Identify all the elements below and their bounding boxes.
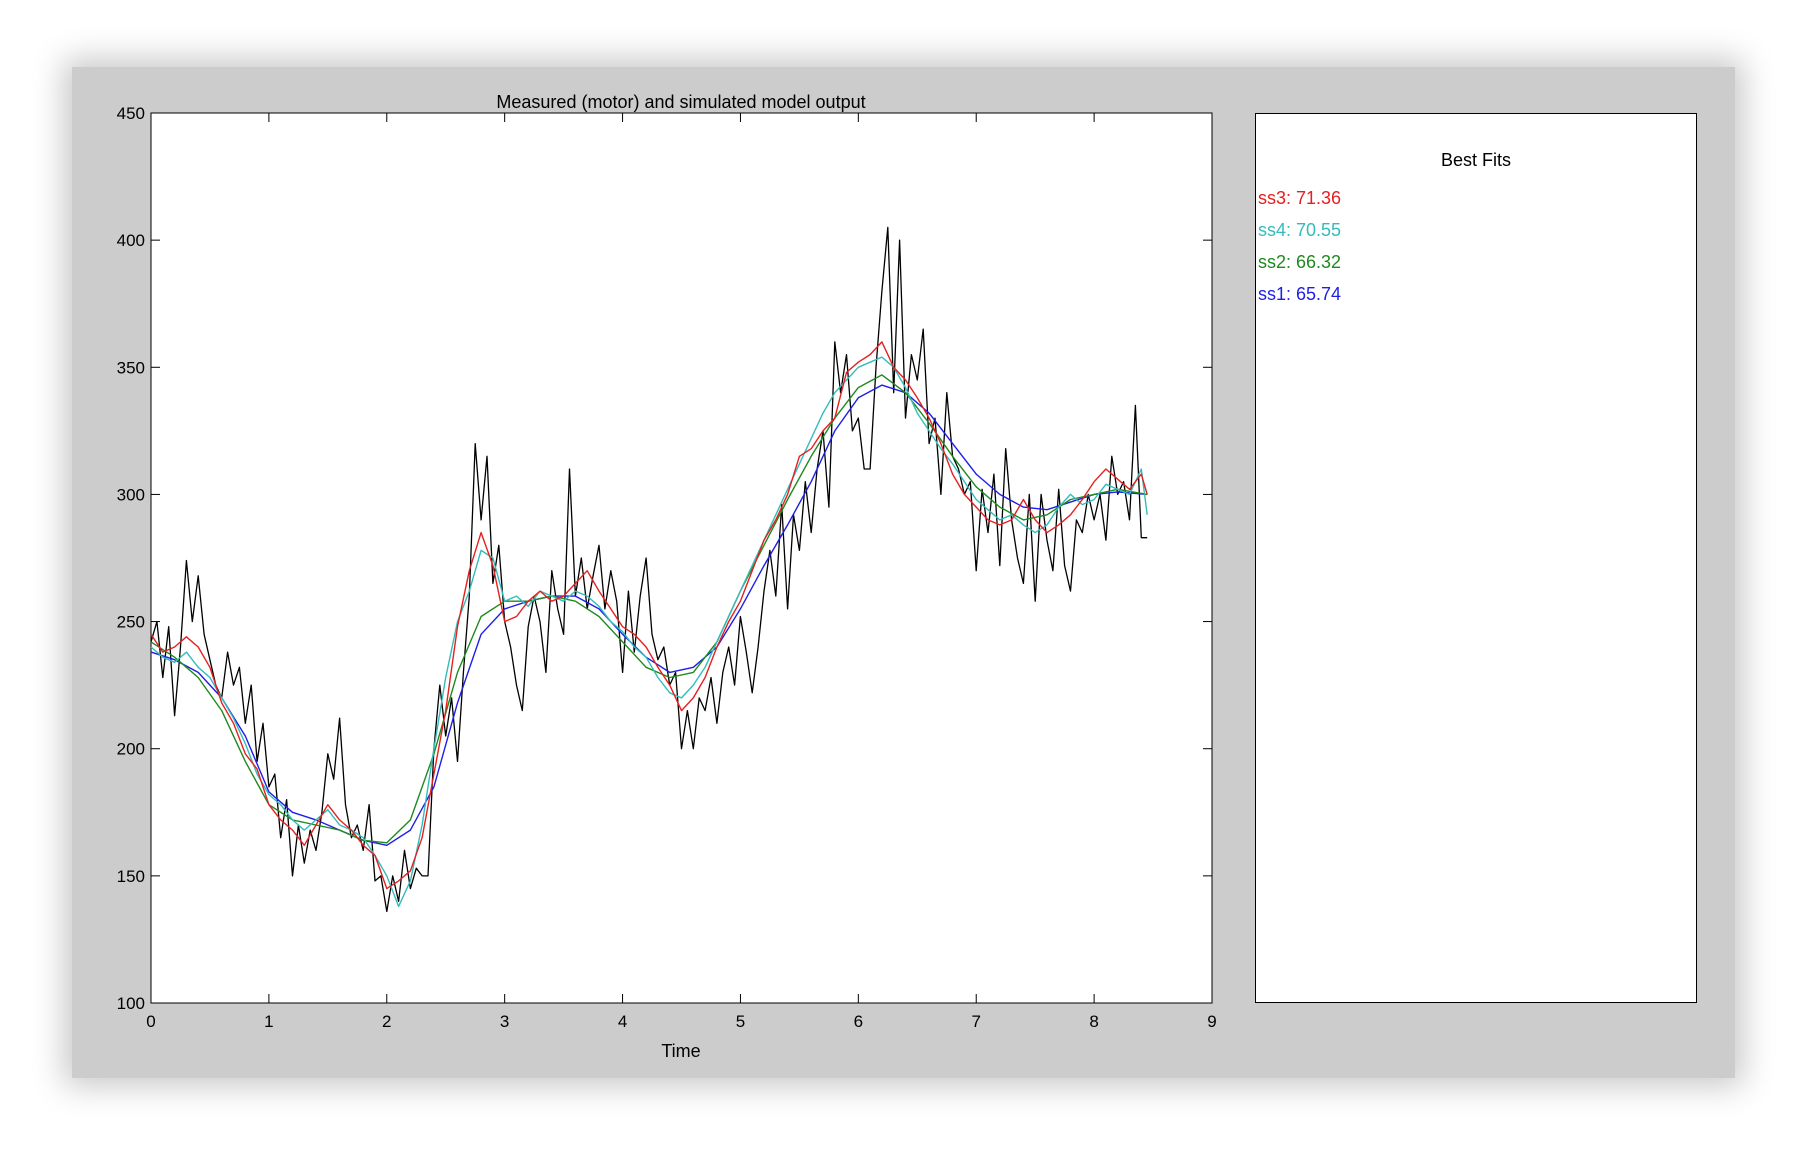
series-line-ss4 [150, 356, 1148, 908]
x-tick-label: 5 [736, 1012, 745, 1031]
chart-title: Measured (motor) and simulated model out… [496, 92, 865, 112]
x-tick-label: 0 [146, 1012, 155, 1031]
x-tick-label: 3 [500, 1012, 509, 1031]
y-tick-label: 150 [117, 867, 145, 886]
best-fits-list: ss3: 71.36 ss4: 70.55 ss2: 66.32 ss1: 65.74 [1258, 182, 1341, 310]
y-tick-label: 400 [117, 231, 145, 250]
axes-box [150, 112, 1213, 1004]
x-tick-label: 6 [854, 1012, 863, 1031]
x-tick-label: 2 [382, 1012, 391, 1031]
best-fits-title: Best Fits [1440, 150, 1511, 170]
y-tick-label: 350 [117, 358, 145, 377]
x-axis-label: Time [661, 1041, 700, 1061]
figure-window: Measured (motor) and simulated model out… [72, 67, 1735, 1078]
best-fit-entry: ss4: 70.55 [1258, 220, 1342, 240]
y-tick-label: 300 [117, 485, 145, 504]
y-tick-label: 100 [117, 994, 145, 1013]
y-tick-label: 200 [117, 740, 145, 759]
y-tick-label: 250 [117, 613, 145, 632]
best-fit-entry: ss2: 66.32 [1258, 252, 1342, 272]
x-tick-label: 4 [618, 1012, 627, 1031]
series-line-ss3 [150, 341, 1148, 890]
best-fits-panel: Best Fits ss3: 71.36 ss4: 70.55 ss2: 66.32… [1255, 113, 1697, 1003]
best-fit-entry: ss1: 65.74 [1258, 284, 1342, 304]
x-tick-label: 9 [1207, 1012, 1216, 1031]
axis-ticks: 0 1 2 3 4 5 6 7 8 9 100 150 200 250 300 350 400 450 [117, 104, 1217, 1031]
x-tick-label: 7 [971, 1012, 980, 1031]
best-fit-entry: ss3: 71.36 [1258, 188, 1342, 208]
x-tick-label: 8 [1089, 1012, 1098, 1031]
plot-area: Measured (motor) and simulated model out… [117, 92, 1217, 1061]
y-tick-label: 450 [117, 104, 145, 123]
x-tick-label: 1 [264, 1012, 273, 1031]
series-lines [150, 226, 1148, 913]
